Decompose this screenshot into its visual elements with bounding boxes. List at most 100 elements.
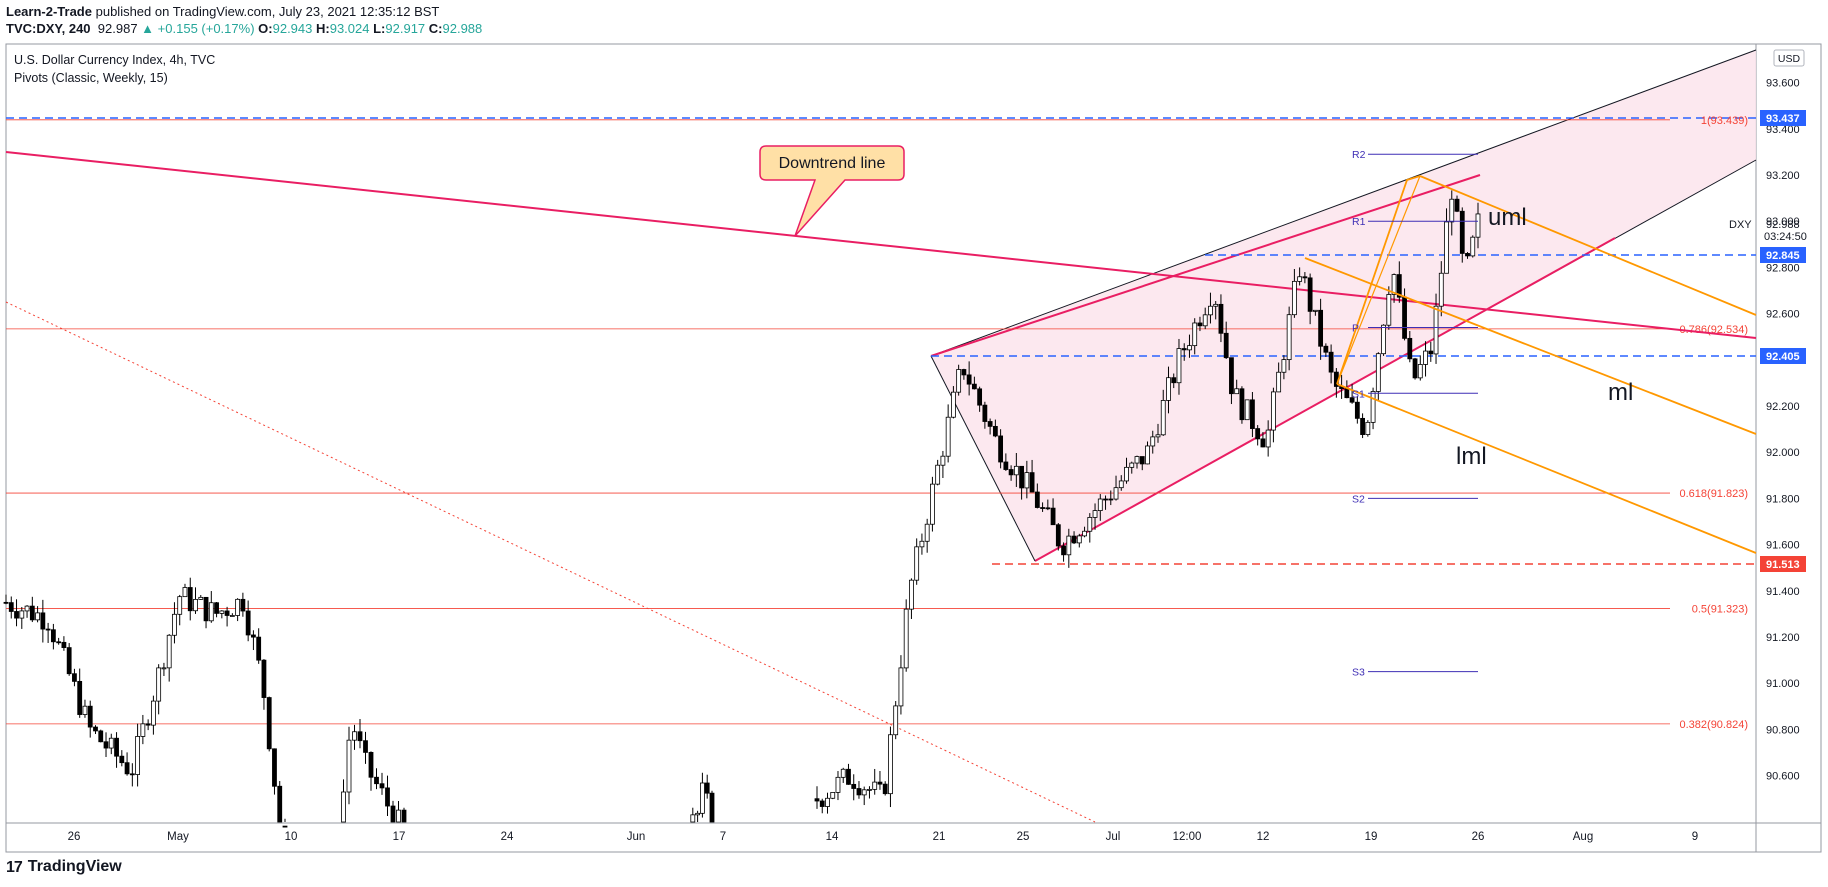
price-tick-label: 91.000 bbox=[1766, 678, 1800, 690]
callout-text: Downtrend line bbox=[779, 155, 886, 172]
fork-median-line bbox=[1304, 257, 1757, 435]
candle-body bbox=[998, 435, 1004, 463]
fork-handle bbox=[1336, 175, 1421, 385]
time-tick-label: 7 bbox=[720, 831, 726, 843]
time-tick-label: 17 bbox=[393, 831, 406, 843]
time-axis[interactable]: 26 May 10 17 24 Jun 7 14 21 25 Jul 12:00 12 19 26 Aug 9 bbox=[68, 831, 1699, 843]
candle-body bbox=[825, 797, 830, 807]
candle-body bbox=[1423, 350, 1428, 365]
candle-body bbox=[987, 421, 993, 427]
candle-body bbox=[930, 483, 935, 525]
fork-label-uml: uml bbox=[1488, 204, 1527, 231]
fork-upper-median-line bbox=[1419, 175, 1757, 316]
time-tick-label: 9 bbox=[1692, 831, 1698, 843]
candle-body bbox=[1071, 535, 1077, 544]
fork-label-lml: lml bbox=[1456, 443, 1487, 470]
price-tick-label: 91.400 bbox=[1766, 586, 1800, 598]
candle-body bbox=[172, 613, 177, 636]
candle-body bbox=[982, 404, 988, 422]
candle-body bbox=[1045, 507, 1051, 510]
price-tick-label: 91.200 bbox=[1766, 632, 1800, 644]
time-tick-label: May bbox=[167, 831, 189, 843]
candle-body bbox=[1019, 465, 1024, 489]
candle-body bbox=[14, 611, 19, 619]
horizontal-levels: 1(93.439) 0.786(92.534) 0.618(91.823) 0.5(9… bbox=[6, 115, 1756, 731]
candle-body bbox=[40, 612, 46, 630]
symbol-ticker[interactable]: TVC:DXY, 240 bbox=[6, 21, 91, 36]
publisher-name[interactable]: Learn-2-Trade bbox=[6, 4, 92, 19]
time-tick-label: 26 bbox=[68, 831, 81, 843]
candle-body bbox=[108, 737, 114, 749]
pivot-label: S3 bbox=[1352, 667, 1365, 679]
candle-body bbox=[156, 667, 162, 702]
candle-body bbox=[1181, 348, 1187, 351]
candle-body bbox=[1160, 400, 1166, 436]
candle-body bbox=[1239, 388, 1245, 421]
price-tick-label: 93.600 bbox=[1766, 78, 1800, 90]
publisher-header: Learn-2-Trade published on TradingView.c… bbox=[0, 0, 1828, 40]
candle-body bbox=[903, 608, 909, 669]
candle-body bbox=[1428, 350, 1434, 355]
candle-body bbox=[814, 798, 820, 802]
candle-body bbox=[1013, 465, 1019, 476]
open-value: 92.943 bbox=[272, 21, 313, 36]
candle-body bbox=[1055, 524, 1061, 547]
fib-level-label: 0.5(91.323) bbox=[1692, 604, 1748, 616]
candle-body bbox=[1145, 445, 1150, 465]
close-label: C: bbox=[428, 21, 443, 36]
candle-body bbox=[1208, 305, 1213, 316]
candle-body bbox=[695, 812, 700, 816]
candle-body bbox=[1312, 309, 1318, 312]
candle-body bbox=[187, 587, 193, 612]
downtrend-callout[interactable]: Downtrend line bbox=[759, 145, 905, 237]
candle-body bbox=[1307, 277, 1313, 312]
candle-body bbox=[1402, 296, 1407, 339]
chart-legend-title[interactable]: U.S. Dollar Currency Index, 4h, TVC bbox=[14, 53, 215, 67]
publisher-line: Learn-2-Trade published on TradingView.c… bbox=[6, 4, 439, 19]
candle-body bbox=[956, 369, 962, 393]
ohlc-line: TVC:DXY, 240 92.987 ▲ +0.155 (+0.17%) O:… bbox=[6, 21, 482, 36]
symbol-tag: DXY bbox=[1729, 219, 1752, 231]
candle-body bbox=[235, 598, 241, 616]
tradingview-branding[interactable]: 17 TradingView bbox=[6, 858, 122, 877]
candle-body bbox=[888, 734, 893, 795]
candle-body bbox=[1003, 461, 1009, 470]
candle-body bbox=[690, 814, 696, 823]
candle-body bbox=[166, 634, 172, 669]
candle-body bbox=[1265, 429, 1271, 448]
fork-base bbox=[1336, 175, 1421, 385]
bar-countdown: 03:24:50 bbox=[1764, 231, 1807, 243]
candle-body bbox=[374, 776, 379, 785]
candle-body bbox=[1176, 348, 1182, 384]
candle-body bbox=[3, 601, 9, 604]
candle-body bbox=[229, 615, 235, 617]
pivot-label: S2 bbox=[1352, 493, 1365, 505]
callout-bubble bbox=[759, 145, 905, 237]
time-tick-label: 14 bbox=[826, 831, 839, 843]
candle-body bbox=[1155, 434, 1161, 438]
current-price-label: 92.988 bbox=[1766, 219, 1800, 231]
price-change: +0.155 (+0.17%) bbox=[157, 21, 255, 36]
candle-body bbox=[1087, 517, 1093, 532]
candle-body bbox=[1150, 436, 1156, 447]
price-tag-label: 92.405 bbox=[1766, 351, 1800, 363]
time-tick-label: 12:00 bbox=[1173, 831, 1202, 843]
candle-body bbox=[877, 781, 883, 785]
candle-body bbox=[1192, 322, 1198, 347]
time-tick-label: Jun bbox=[627, 831, 646, 843]
chart-frame bbox=[5, 43, 1822, 853]
indicator-legend[interactable]: Pivots (Classic, Weekly, 15) bbox=[14, 71, 168, 85]
price-axis[interactable]: 93.600 93.400 93.200 93.000 92.800 92.600 92.4… bbox=[1766, 78, 1800, 783]
candle-body bbox=[914, 546, 920, 581]
candle-body bbox=[819, 800, 825, 807]
currency-button[interactable]: USD bbox=[1773, 49, 1805, 67]
candle-body bbox=[135, 736, 141, 775]
candle-body bbox=[56, 641, 62, 644]
low-label: L: bbox=[373, 21, 386, 36]
price-tick-label: 92.800 bbox=[1766, 262, 1800, 274]
channel-upper-line bbox=[930, 174, 1481, 357]
candle-body bbox=[363, 740, 368, 753]
candle-body bbox=[1459, 210, 1465, 254]
candle-body bbox=[1281, 359, 1287, 373]
